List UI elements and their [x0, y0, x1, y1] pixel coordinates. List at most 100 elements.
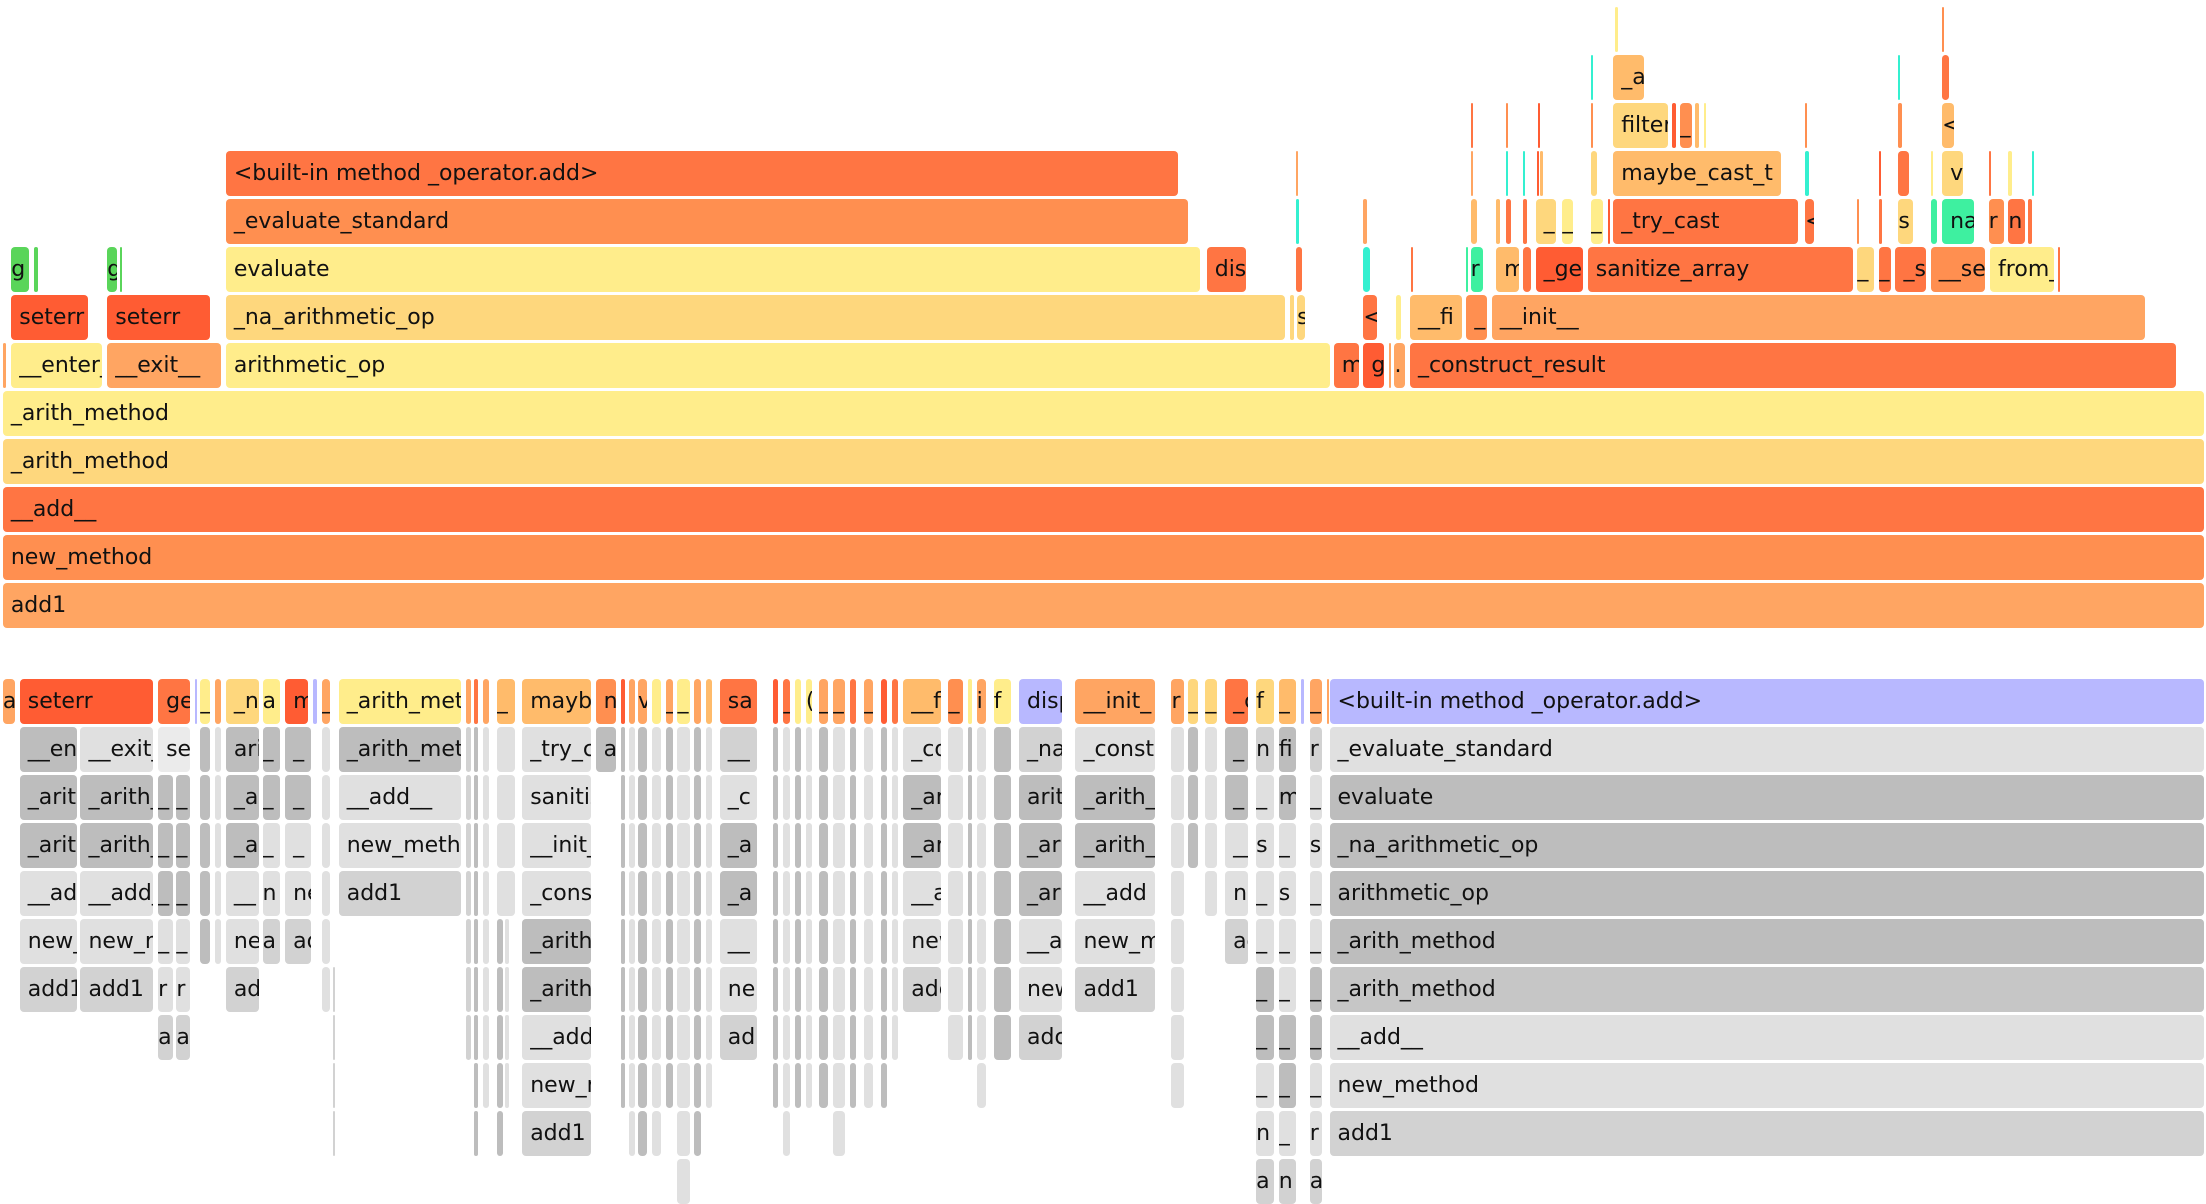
stack-frame[interactable] [832, 1063, 845, 1108]
stack-frame[interactable] [666, 775, 673, 820]
stack-frame[interactable] [1614, 7, 1619, 52]
stack-frame[interactable]: _construct_result [522, 871, 591, 916]
stack-frame[interactable]: g [11, 247, 30, 292]
stack-frame[interactable] [1590, 55, 1593, 100]
stack-frame[interactable] [694, 919, 701, 964]
stack-frame[interactable] [705, 967, 713, 1012]
stack-frame[interactable] [482, 1015, 490, 1060]
stack-frame[interactable] [629, 1063, 635, 1108]
stack-frame[interactable] [1878, 199, 1883, 244]
stack-frame[interactable] [993, 727, 1012, 772]
stack-frame[interactable] [1470, 199, 1478, 244]
stack-frame[interactable] [1188, 727, 1198, 772]
stack-frame[interactable] [474, 1063, 478, 1108]
stack-frame[interactable] [465, 775, 471, 820]
stack-frame[interactable]: add1 [1329, 1111, 2204, 1156]
stack-frame[interactable] [849, 967, 857, 1012]
stack-frame[interactable] [1930, 151, 1933, 196]
stack-frame[interactable] [818, 1063, 828, 1108]
stack-frame[interactable]: disp [1019, 679, 1063, 724]
stack-frame[interactable]: <built-in method _operator.add> [225, 151, 1178, 196]
stack-frame[interactable]: ge [158, 679, 190, 724]
stack-frame[interactable]: _arith_method [338, 679, 461, 724]
stack-frame[interactable] [496, 1063, 504, 1108]
stack-frame[interactable] [968, 679, 972, 724]
stack-frame[interactable] [783, 1063, 790, 1108]
stack-frame[interactable]: _arith_method [80, 775, 154, 820]
stack-frame[interactable] [474, 775, 478, 820]
stack-frame[interactable] [496, 871, 515, 916]
stack-frame[interactable] [621, 1063, 625, 1108]
stack-frame[interactable] [832, 775, 845, 820]
stack-frame[interactable] [976, 871, 986, 916]
stack-frame[interactable]: _ [1278, 1111, 1297, 1156]
stack-frame[interactable]: _a [1613, 55, 1644, 100]
stack-frame[interactable] [694, 775, 701, 820]
stack-frame[interactable] [482, 967, 490, 1012]
stack-frame[interactable]: add1 [80, 967, 154, 1012]
stack-frame[interactable] [794, 871, 802, 916]
stack-frame[interactable]: disp [1206, 247, 1246, 292]
stack-frame[interactable] [1496, 199, 1500, 244]
stack-frame[interactable]: _arith_method [80, 823, 154, 868]
stack-frame[interactable]: _arith_method [19, 775, 78, 820]
stack-frame[interactable] [677, 919, 690, 964]
stack-frame[interactable] [863, 1015, 874, 1060]
stack-frame[interactable] [333, 967, 336, 1012]
stack-frame[interactable] [805, 1015, 813, 1060]
stack-frame[interactable]: s [1256, 823, 1274, 868]
stack-frame[interactable] [505, 919, 509, 964]
stack-frame[interactable]: _arith_ [1075, 823, 1156, 868]
stack-frame[interactable] [2, 343, 7, 388]
stack-frame[interactable] [1466, 247, 1469, 292]
stack-frame[interactable]: ari [225, 727, 260, 772]
stack-frame[interactable]: _na [1019, 727, 1063, 772]
stack-frame[interactable] [621, 967, 625, 1012]
stack-frame[interactable] [773, 1063, 779, 1108]
stack-frame[interactable] [993, 871, 1012, 916]
stack-frame[interactable] [705, 919, 713, 964]
stack-frame[interactable] [214, 727, 221, 772]
stack-frame[interactable]: r [1171, 679, 1184, 724]
stack-frame[interactable]: _ar [903, 775, 941, 820]
stack-frame[interactable] [313, 679, 317, 724]
stack-frame[interactable]: _arith_method [1329, 967, 2204, 1012]
stack-frame[interactable] [465, 967, 471, 1012]
stack-frame[interactable] [1988, 151, 1991, 196]
stack-frame[interactable]: _ [1256, 967, 1274, 1012]
stack-frame[interactable] [1590, 103, 1593, 148]
stack-frame[interactable] [496, 775, 515, 820]
stack-frame[interactable]: _try_cast [522, 727, 591, 772]
stack-frame[interactable]: new_method [80, 919, 154, 964]
stack-frame[interactable] [891, 967, 899, 1012]
stack-frame[interactable] [773, 1015, 779, 1060]
stack-frame[interactable] [1411, 247, 1414, 292]
stack-frame[interactable]: _ [496, 679, 515, 724]
stack-frame[interactable]: __a [1019, 919, 1063, 964]
stack-frame[interactable] [891, 679, 899, 724]
stack-frame[interactable] [321, 967, 330, 1012]
stack-frame[interactable]: _ [176, 871, 190, 916]
stack-frame[interactable] [993, 919, 1012, 964]
stack-frame[interactable]: a [158, 1015, 173, 1060]
stack-frame[interactable] [621, 823, 625, 868]
stack-frame[interactable]: _ [948, 679, 964, 724]
stack-frame[interactable] [200, 919, 210, 964]
stack-frame[interactable] [849, 679, 857, 724]
stack-frame[interactable] [200, 727, 210, 772]
stack-frame[interactable] [783, 1111, 790, 1156]
stack-frame[interactable]: _arith_method [522, 919, 591, 964]
stack-frame[interactable] [948, 871, 964, 916]
stack-frame[interactable]: _a [719, 871, 758, 916]
stack-frame[interactable] [818, 967, 828, 1012]
stack-frame[interactable] [1505, 103, 1508, 148]
stack-frame[interactable] [505, 967, 509, 1012]
stack-frame[interactable]: m [1278, 775, 1297, 820]
stack-frame[interactable]: new_m [1075, 919, 1156, 964]
stack-frame[interactable]: _na_arithmetic_op [1329, 823, 2204, 868]
stack-frame[interactable]: _ [1679, 103, 1692, 148]
stack-frame[interactable] [976, 775, 986, 820]
stack-frame[interactable]: n [1256, 1111, 1274, 1156]
stack-frame[interactable] [1171, 967, 1184, 1012]
stack-frame[interactable]: ad [719, 1015, 758, 1060]
